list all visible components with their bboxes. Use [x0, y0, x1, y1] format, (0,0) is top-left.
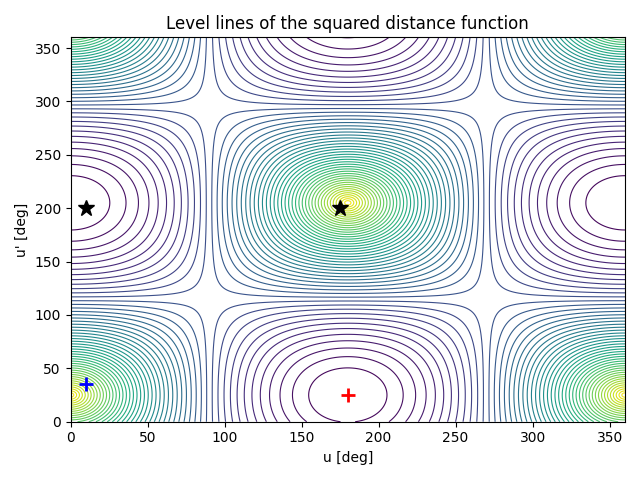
Y-axis label: u' [deg]: u' [deg]: [15, 203, 29, 257]
X-axis label: u [deg]: u [deg]: [323, 451, 373, 465]
Title: Level lines of the squared distance function: Level lines of the squared distance func…: [166, 15, 529, 33]
